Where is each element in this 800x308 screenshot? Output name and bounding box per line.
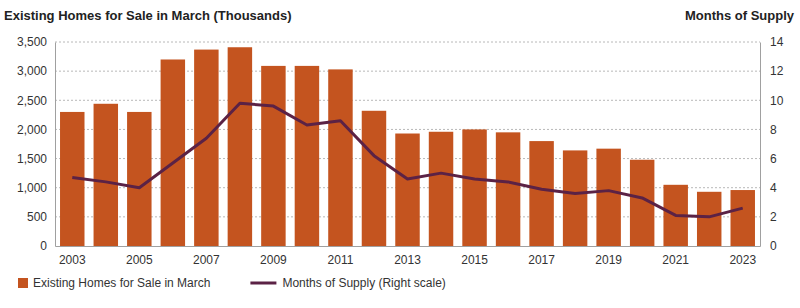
tick: 12 <box>760 64 784 78</box>
tick: 2019 <box>595 253 622 267</box>
bar <box>462 129 486 246</box>
legend-label: Months of Supply (Right scale) <box>282 276 445 290</box>
tick-label: 2023 <box>729 253 756 267</box>
tick-label: 10 <box>770 94 784 108</box>
tick: 14 <box>760 35 784 49</box>
tick: 8 <box>760 123 777 137</box>
tick-label: 2021 <box>662 253 689 267</box>
tick-label: 2009 <box>260 253 287 267</box>
tick-label: 2017 <box>528 253 555 267</box>
bar <box>395 134 419 246</box>
tick-label: 2 <box>770 210 777 224</box>
tick: 2 <box>760 210 777 224</box>
line <box>72 103 742 217</box>
tick: 2009 <box>260 253 287 267</box>
tick: 2013 <box>394 253 421 267</box>
tick-label: 8 <box>770 123 777 137</box>
tick: 6 <box>760 152 777 166</box>
tick-label: 2013 <box>394 253 421 267</box>
plot-area <box>60 47 755 246</box>
bar <box>596 149 620 246</box>
legend-swatch <box>250 282 276 285</box>
tick-label: 3,500 <box>17 35 47 49</box>
tick-label: 500 <box>27 210 47 224</box>
tick-label: 2,500 <box>17 94 47 108</box>
bars <box>60 47 755 246</box>
tick: 2023 <box>729 253 756 267</box>
bar <box>228 47 252 246</box>
axis-line <box>760 43 761 247</box>
tick-label: 2019 <box>595 253 622 267</box>
tick: 2,000 <box>17 123 55 137</box>
bar <box>563 150 587 246</box>
tick: 4 <box>760 181 777 195</box>
y-axis: 0 500 1,000 1,500 2,000 2,500 3,000 3,500 <box>17 35 56 253</box>
tick: 1,500 <box>17 152 55 166</box>
tick-label: 2003 <box>59 253 86 267</box>
tick-label: 2005 <box>126 253 153 267</box>
bar <box>362 111 386 246</box>
tick: 2017 <box>528 253 555 267</box>
tick: 500 <box>27 210 55 224</box>
tick: 2005 <box>126 253 153 267</box>
tick-label: 2,000 <box>17 123 47 137</box>
tick: 3,500 <box>17 35 55 49</box>
tick-label: 0 <box>40 239 47 253</box>
tick-label: 4 <box>770 181 777 195</box>
legend-swatch <box>18 278 28 288</box>
tick: 2011 <box>328 253 354 267</box>
tick: 0 <box>760 239 777 253</box>
bar <box>529 141 553 246</box>
tick: 2003 <box>59 253 86 267</box>
tick: 0 <box>40 239 55 253</box>
tick: 2015 <box>461 253 488 267</box>
tick-label: 2007 <box>193 253 220 267</box>
tick-label: 1,000 <box>17 181 47 195</box>
tick-label: 1,500 <box>17 152 47 166</box>
tick-label: 12 <box>770 64 784 78</box>
axis-line <box>56 246 761 247</box>
x-axis: 2003 2005 2007 2009 2011 2013 2015 2017 2019 2021… <box>56 247 761 267</box>
tick: 2,500 <box>17 94 55 108</box>
bar <box>429 132 453 246</box>
tick-label: 6 <box>770 152 777 166</box>
y2-axis: 0 2 4 6 8 10 12 14 <box>760 35 784 253</box>
bar <box>328 69 352 246</box>
bar <box>295 66 319 246</box>
tick: 2021 <box>662 253 689 267</box>
bar <box>127 112 151 246</box>
tick-label: 2011 <box>328 253 354 267</box>
tick: 10 <box>760 94 784 108</box>
bar <box>730 190 754 246</box>
bar <box>697 192 721 246</box>
tick-label: 0 <box>770 239 777 253</box>
legend: Existing Homes for Sale in March Months o… <box>18 276 446 290</box>
grid-line <box>55 42 760 43</box>
bar <box>161 59 185 246</box>
axis-line <box>55 43 56 247</box>
bar <box>194 50 218 246</box>
tick-label: 3,000 <box>17 64 47 78</box>
tick: 1,000 <box>17 181 55 195</box>
tick-label: 14 <box>770 35 784 49</box>
title: Existing Homes for Sale in March (Thousa… <box>4 8 292 23</box>
legend-label: Existing Homes for Sale in March <box>33 276 210 290</box>
tick: 2007 <box>193 253 220 267</box>
tick-label: 2015 <box>461 253 488 267</box>
bar <box>496 132 520 246</box>
bar <box>261 66 285 246</box>
y2-axis-title: Months of Supply <box>685 8 795 23</box>
tick: 3,000 <box>17 64 55 78</box>
bar <box>94 104 118 246</box>
